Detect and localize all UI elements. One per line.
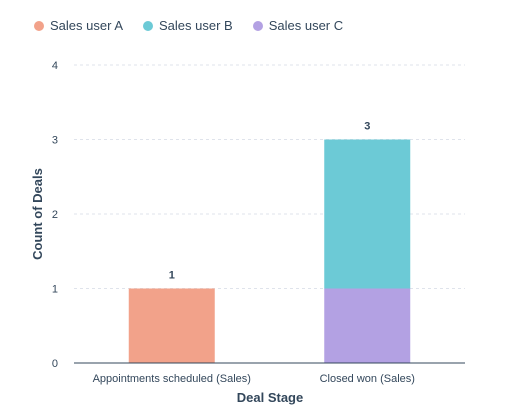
bars: [128, 139, 411, 364]
y-tick-label: 3: [52, 135, 58, 147]
bar-total-labels: 13: [169, 121, 371, 282]
bar-segment-sales-user-c-1[interactable]: [324, 288, 411, 364]
chart-legend: Sales user A Sales user B Sales user C: [34, 18, 343, 33]
legend-swatch-sales-user-b: [143, 20, 153, 31]
x-tick-label: Appointments scheduled (Sales): [93, 373, 251, 385]
y-tick-label: 4: [52, 60, 58, 72]
bar-segment-sales-user-a-0[interactable]: [128, 288, 215, 364]
bar-total-label: 3: [364, 121, 370, 133]
legend-item-sales-user-b[interactable]: Sales user B: [143, 18, 233, 33]
y-tick-label: 0: [52, 358, 58, 370]
legend-label-sales-user-b: Sales user B: [159, 18, 233, 33]
x-tick-label: Closed won (Sales): [320, 373, 415, 385]
bar-segment-sales-user-b-1[interactable]: [324, 139, 411, 289]
y-tick-label: 1: [52, 284, 58, 296]
legend-swatch-sales-user-a: [34, 20, 44, 31]
legend-label-sales-user-a: Sales user A: [50, 18, 123, 33]
x-axis-ticks: Appointments scheduled (Sales) Closed won…: [93, 373, 415, 385]
legend-label-sales-user-c: Sales user C: [268, 18, 344, 33]
y-axis-ticks: 0 1 2 3 4: [52, 60, 58, 370]
x-axis-title: Deal Stage: [237, 390, 303, 405]
legend-item-sales-user-a[interactable]: Sales user A: [34, 18, 123, 33]
legend-item-sales-user-c[interactable]: Sales user C: [252, 18, 344, 33]
legend-swatch-sales-user-c: [252, 20, 263, 31]
y-tick-label: 2: [52, 209, 58, 221]
y-axis-title: Count of Deals: [30, 168, 45, 260]
bar-total-label: 1: [169, 270, 175, 282]
